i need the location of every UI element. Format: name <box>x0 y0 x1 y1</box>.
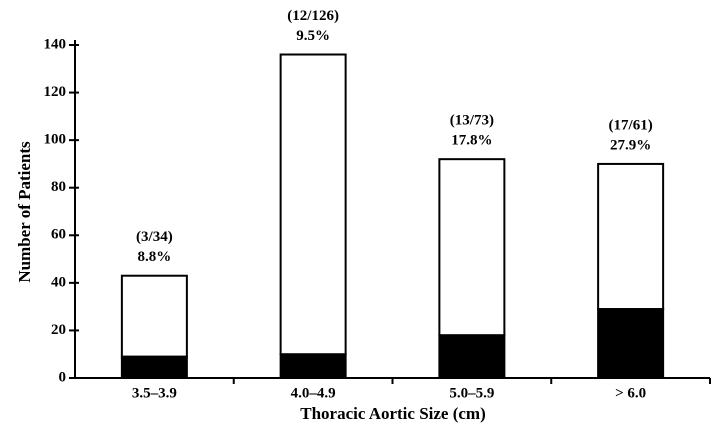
y-tick-label: 40 <box>51 274 66 290</box>
x-tick-label: 3.5–3.9 <box>132 385 177 401</box>
bar-label-percent: 17.8% <box>451 133 492 149</box>
y-tick-label: 60 <box>51 227 66 243</box>
bar-label-percent: 27.9% <box>610 137 651 153</box>
bar-segment <box>597 308 665 379</box>
bar-label-count: (12/126) <box>287 8 339 24</box>
bar-segment <box>279 353 347 380</box>
y-axis-label: Number of Patients <box>15 141 34 283</box>
bar-label-percent: 9.5% <box>296 28 330 44</box>
bar-segment <box>120 355 188 380</box>
bar-segment <box>438 334 506 379</box>
y-tick-label: 0 <box>59 369 67 385</box>
x-tick-label: 5.0–5.9 <box>449 385 494 401</box>
x-tick-label: 4.0–4.9 <box>291 385 336 401</box>
bar-label-count: (3/34) <box>136 229 173 245</box>
y-tick-label: 100 <box>44 132 67 148</box>
bar-label-count: (13/73) <box>450 113 494 129</box>
bar-label-count: (17/61) <box>609 117 653 133</box>
y-tick-label: 20 <box>51 322 66 338</box>
y-tick-label: 80 <box>51 179 66 195</box>
x-tick-label: > 6.0 <box>615 385 646 401</box>
bar-segment <box>597 162 665 311</box>
bar-segment <box>438 158 506 337</box>
bar-label-percent: 8.8% <box>138 249 172 265</box>
x-axis-label: Thoracic Aortic Size (cm) <box>300 404 486 423</box>
bar-segment <box>120 274 188 358</box>
y-tick-label: 140 <box>44 36 67 52</box>
bar-segment <box>279 53 347 356</box>
y-tick-label: 120 <box>44 84 67 100</box>
